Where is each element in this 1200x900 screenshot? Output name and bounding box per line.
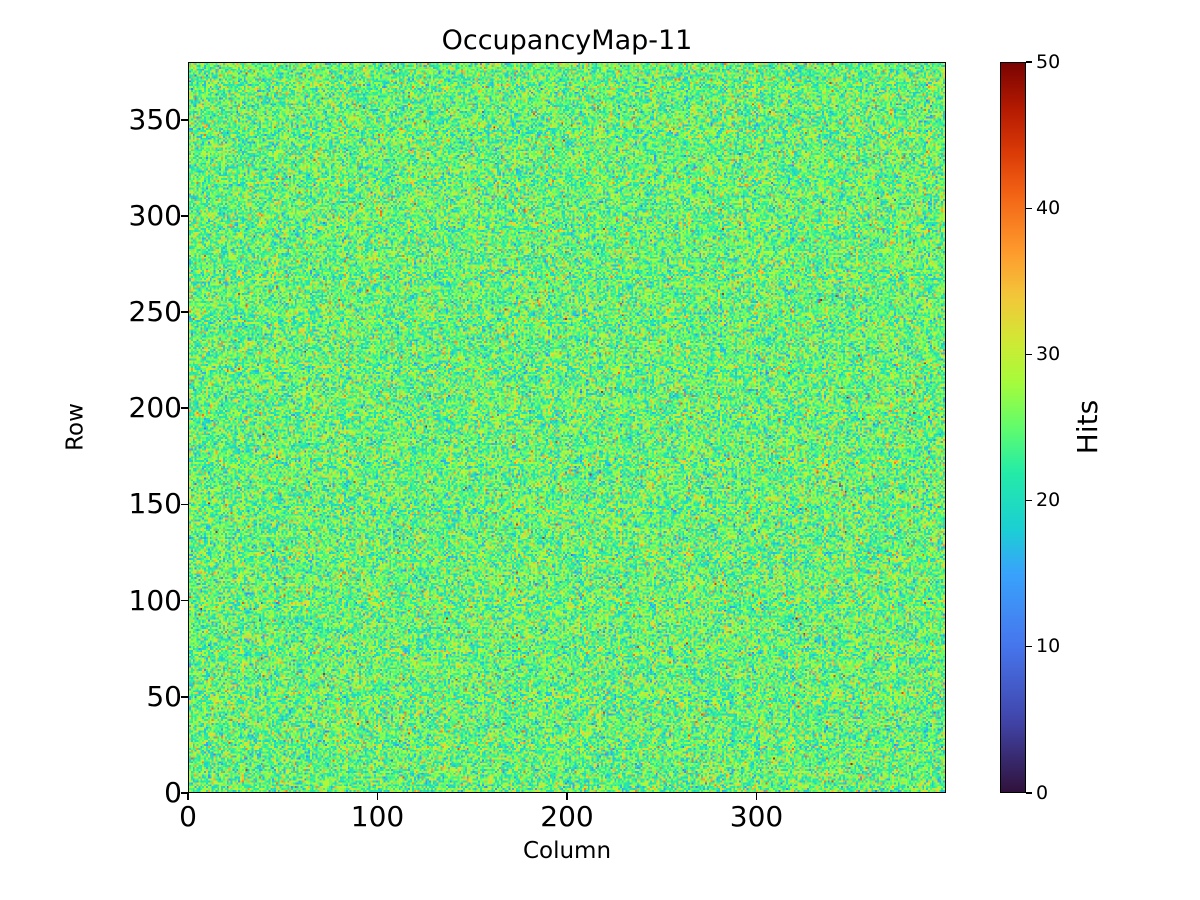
x-tick-mark [755, 793, 758, 800]
y-tick-label: 200 [128, 391, 182, 425]
y-tick-mark [181, 118, 188, 121]
y-tick-mark [181, 503, 188, 506]
x-tick-mark [566, 793, 568, 800]
y-tick-mark [181, 792, 188, 794]
colorbar-tick-label: 50 [1036, 50, 1061, 73]
y-tick-mark [181, 407, 188, 410]
colorbar-tick-label: 30 [1036, 342, 1061, 365]
colorbar-tick-mark [1026, 646, 1032, 648]
colorbar [1000, 62, 1026, 793]
heatmap-plot-area [188, 62, 946, 793]
colorbar-tick-label: 0 [1036, 781, 1049, 804]
y-tick-label: 50 [146, 679, 182, 713]
x-tick-label: 300 [729, 800, 784, 833]
x-tick-mark [376, 793, 379, 800]
y-tick-label: 0 [164, 776, 182, 809]
y-tick-label: 250 [128, 295, 182, 329]
colorbar-tick-label: 40 [1036, 196, 1061, 219]
page-title: OccupancyMap-11 [441, 25, 693, 56]
x-tick-mark [187, 793, 189, 800]
colorbar-gradient [1001, 63, 1025, 792]
x-tick-label: 0 [179, 800, 197, 833]
x-axis-label: Column [522, 838, 612, 864]
x-tick-label: 100 [350, 800, 405, 833]
colorbar-tick-mark [1026, 207, 1032, 209]
colorbar-tick-mark [1026, 353, 1032, 356]
y-tick-label: 150 [128, 487, 182, 521]
y-tick-mark [181, 311, 188, 313]
y-tick-label: 300 [128, 198, 182, 232]
heatmap-image [189, 63, 945, 792]
colorbar-label: Hits [1071, 399, 1104, 455]
y-tick-label: 100 [128, 583, 182, 617]
y-tick-mark [181, 215, 188, 217]
colorbar-tick-mark [1026, 499, 1032, 502]
y-axis-label: Row [62, 403, 89, 451]
y-tick-mark [181, 696, 188, 698]
x-tick-label: 200 [540, 800, 594, 833]
y-tick-mark [181, 599, 188, 602]
colorbar-tick-mark [1026, 61, 1032, 63]
colorbar-tick-mark [1026, 792, 1032, 794]
colorbar-tick-label: 10 [1036, 635, 1061, 658]
y-tick-label: 350 [128, 102, 182, 136]
colorbar-tick-label: 20 [1036, 489, 1061, 512]
